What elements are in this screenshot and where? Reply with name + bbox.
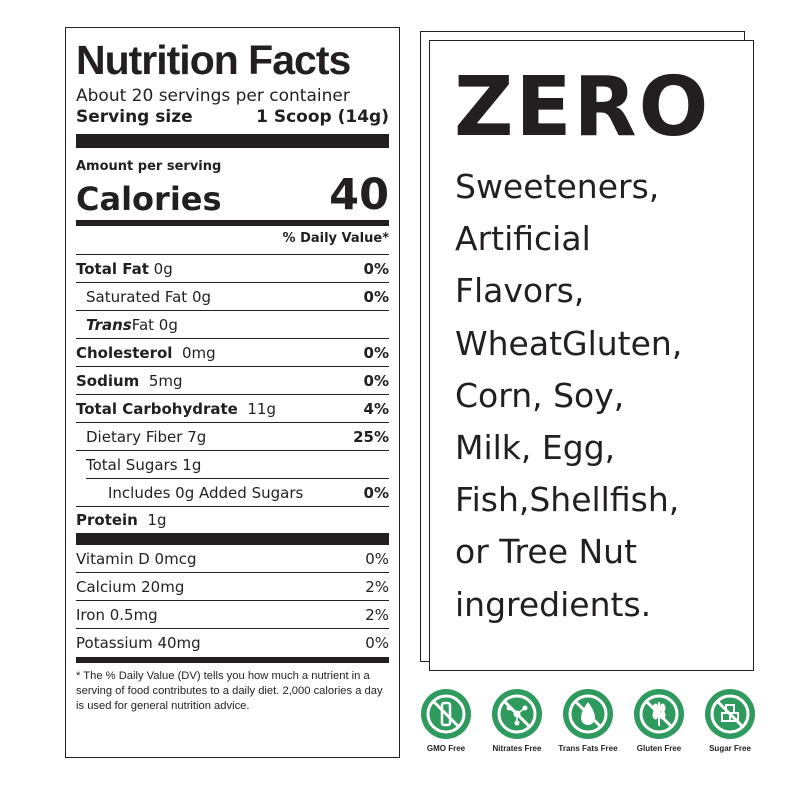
- zero-line: Artificial: [455, 219, 591, 259]
- nutrient-label: Includes 0g Added Sugars: [108, 483, 304, 502]
- nutrient-amount: 0mg: [181, 343, 216, 362]
- vitamin-row: Iron 0.5mg 2%: [76, 601, 389, 629]
- nutrient-label: Cholesterol: [76, 343, 173, 362]
- badge-gmo-free: GMO Free: [409, 688, 483, 753]
- nutrient-row-total-fat: Total Fat 0g 0%: [76, 255, 389, 283]
- daily-value-header: % Daily Value*: [76, 226, 389, 255]
- nutrient-label: Total Carbohydrate: [76, 399, 238, 418]
- nutrient-dv: 0%: [363, 371, 389, 390]
- nutrient-dv: 4%: [363, 399, 389, 418]
- badge-label: Nitrates Free: [492, 744, 542, 753]
- nutrient-row-trans-fat: TransFat 0g: [76, 311, 389, 339]
- zero-line: Milk, Egg,: [455, 428, 616, 468]
- gluten-free-icon: [634, 689, 684, 739]
- vitamin-row: Vitamin D 0mcg 0%: [76, 545, 389, 573]
- nutrition-facts-panel: Nutrition Facts About 20 servings per co…: [65, 27, 400, 758]
- zero-line: Fish,Shellfish,: [455, 480, 680, 520]
- nutrient-label: Dietary Fiber 7g: [86, 427, 207, 446]
- zero-line: or Tree Nut: [455, 532, 638, 572]
- vitamin-dv: 2%: [365, 605, 389, 624]
- nutrient-dv: 0%: [363, 259, 389, 278]
- nutrient-label: Sodium: [76, 371, 140, 390]
- nutrient-row-added-sugars: Includes 0g Added Sugars 0%: [76, 479, 389, 507]
- nutrient-label: Total Sugars 1g: [86, 455, 202, 474]
- nutrient-dv: 0%: [363, 483, 389, 502]
- nutrition-title: Nutrition Facts: [76, 37, 351, 83]
- badge-label: GMO Free: [426, 744, 466, 753]
- calories-label: Calories: [76, 180, 222, 218]
- nutrient-row-total-sugars: Total Sugars 1g: [86, 451, 389, 479]
- calories-row: Calories 40: [76, 174, 389, 226]
- nutrient-row-protein: Protein 1g: [76, 507, 389, 545]
- zero-ingredient-list: Sweeteners, Artificial Flavors, WheatGlu…: [455, 161, 682, 631]
- vitamin-dv: 0%: [365, 634, 389, 652]
- nutrient-row-sodium: Sodium 5mg 0%: [76, 367, 389, 395]
- nutrient-amount: 1g: [147, 511, 167, 529]
- nutrient-dv: 0%: [363, 343, 389, 362]
- calories-value: 40: [329, 170, 389, 220]
- vitamin-dv: 0%: [365, 549, 389, 568]
- nutrient-row-cholesterol: Cholesterol 0mg 0%: [76, 339, 389, 367]
- sugar-free-icon: [705, 689, 755, 739]
- nutrient-dv: 25%: [353, 427, 389, 446]
- nutrient-row-dietary-fiber: Dietary Fiber 7g 25%: [76, 423, 389, 451]
- badge-nitrates-free: Nitrates Free: [480, 688, 554, 753]
- gmo-free-icon: [421, 689, 471, 739]
- vitamin-row: Potassium 40mg 0%: [76, 629, 389, 657]
- vitamin-label: Calcium 20mg: [76, 577, 185, 596]
- badge-sugar-free: Sugar Free: [693, 688, 767, 753]
- badge-trans-fats-free: Trans Fats Free: [551, 688, 625, 753]
- zero-panel: ZERO Sweeteners, Artificial Flavors, Whe…: [429, 40, 754, 671]
- nutrient-amount: 11g: [247, 399, 276, 418]
- zero-line: WheatGluten,: [455, 323, 683, 363]
- nutrient-amount: Fat 0g: [131, 315, 178, 334]
- zero-line: Sweeteners,: [455, 167, 660, 206]
- zero-line: Corn, Soy,: [455, 375, 625, 415]
- badge-label: Gluten Free: [636, 744, 682, 753]
- vitamin-label: Vitamin D 0mcg: [76, 549, 197, 568]
- nutrient-label: Protein: [76, 511, 138, 529]
- vitamin-row: Calcium 20mg 2%: [76, 573, 389, 601]
- amount-per-serving: Amount per serving: [76, 159, 222, 174]
- trans-fats-free-icon: [563, 689, 613, 739]
- vitamin-label: Potassium 40mg: [76, 634, 201, 652]
- serving-size-value: 1 Scoop (14g): [256, 107, 389, 127]
- serving-size-label: Serving size: [76, 107, 193, 127]
- nutrient-row-total-carbohydrate: Total Carbohydrate 11g 4%: [76, 395, 389, 423]
- nutrient-label: Saturated Fat 0g: [86, 287, 212, 306]
- zero-title: ZERO: [454, 60, 711, 155]
- badge-label: Sugar Free: [709, 744, 751, 753]
- nutrient-label: Trans: [86, 315, 132, 334]
- vitamin-dv: 2%: [365, 577, 389, 596]
- servings-per-container: About 20 servings per container: [76, 86, 350, 106]
- nutrient-label: Total Fat: [76, 259, 149, 278]
- zero-line: ingredients.: [455, 584, 652, 624]
- nutrient-amount: 0g: [153, 259, 173, 278]
- vitamin-label: Iron 0.5mg: [76, 605, 158, 624]
- daily-value-footnote: * The % Daily Value (DV) tells you how m…: [76, 657, 389, 714]
- nutrient-amount: 5mg: [148, 371, 183, 390]
- zero-line: Flavors,: [455, 271, 585, 311]
- nutrient-row-saturated-fat: Saturated Fat 0g 0%: [76, 283, 389, 311]
- nitrates-free-icon: [492, 689, 542, 739]
- nutrient-dv: 0%: [363, 287, 389, 306]
- badge-label: Trans Fats Free: [558, 744, 618, 753]
- serving-size-row: Serving size 1 Scoop (14g): [76, 106, 389, 148]
- badge-gluten-free: Gluten Free: [622, 688, 696, 753]
